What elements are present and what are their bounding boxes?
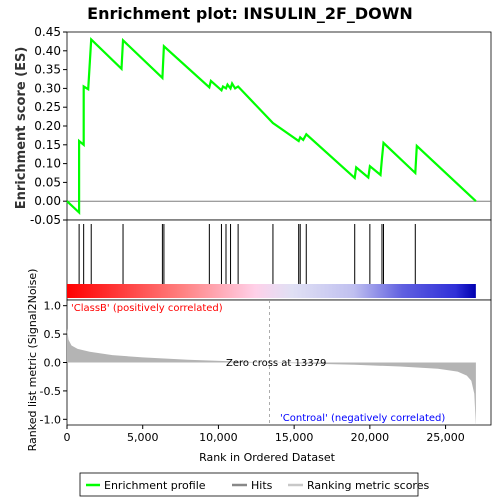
metric-y-tick-label: -0.5	[40, 385, 61, 398]
legend: Enrichment profile Hits Ranking metric s…	[79, 472, 429, 497]
enrichment-profile-line	[66, 37, 477, 216]
es-y-tick-label: 0.15	[34, 138, 61, 152]
es-y-tick-label: 0.30	[34, 81, 61, 95]
rank-colorbar	[67, 284, 476, 298]
es-panel: -0.05 0.00 0.05 0.10 0.15 0.20 0.25 0.30 0.35 0.4…	[30, 25, 492, 227]
x-tick-label: 10,000	[199, 431, 238, 444]
hits-panel	[66, 219, 492, 301]
es-y-tick-label: 0.40	[34, 44, 61, 58]
es-y-tick-label: 0.05	[34, 175, 61, 189]
x-tick-label: 5,000	[127, 431, 159, 444]
es-y-tick-label: 0.00	[34, 194, 61, 208]
es-y-tick-label: -0.05	[30, 213, 61, 227]
x-tick-label: 20,000	[351, 431, 390, 444]
metric-y-tick-label: 0.5	[44, 328, 62, 341]
x-tick-label: 15,000	[275, 431, 314, 444]
chart-title: Enrichment plot: INSULIN_2F_DOWN	[87, 4, 413, 23]
legend-label-ranking: Ranking metric scores	[307, 479, 429, 492]
metric-panel: 1.0 0.5 0.0 -0.5 -1.00 5,000 10,000 15,000 20,00…	[40, 299, 492, 444]
x-tick-label: 0	[64, 431, 71, 444]
metric-y-tick-label: 0.0	[44, 357, 62, 370]
legend-label-enrichment: Enrichment profile	[104, 479, 206, 492]
es-y-tick-label: 0.10	[34, 157, 61, 171]
metric-y-tick-label: 1.0	[44, 300, 62, 313]
x-tick-label: 25,000	[426, 431, 465, 444]
es-y-tick-label: 0.45	[34, 25, 61, 39]
zero-cross-label: Zero cross at 13379	[226, 358, 326, 369]
es-y-tick-label: 0.25	[34, 100, 61, 114]
es-y-tick-label: 0.20	[34, 119, 61, 133]
es-y-tick-label: 0.35	[34, 63, 61, 77]
legend-label-hits: Hits	[251, 479, 273, 492]
metric-y-tick-label: -1.0	[40, 413, 61, 426]
negative-class-label: 'Controal' (negatively correlated)	[280, 413, 445, 424]
x-axis-label: Rank in Ordered Dataset	[199, 451, 336, 464]
legend-box	[79, 472, 419, 497]
es-ylabel: Enrichment score (ES)	[14, 47, 29, 210]
metric-ylabel: Ranked list metric (Signal2Noise)	[26, 269, 39, 452]
positive-class-label: 'ClassB' (positively correlated)	[71, 303, 223, 314]
